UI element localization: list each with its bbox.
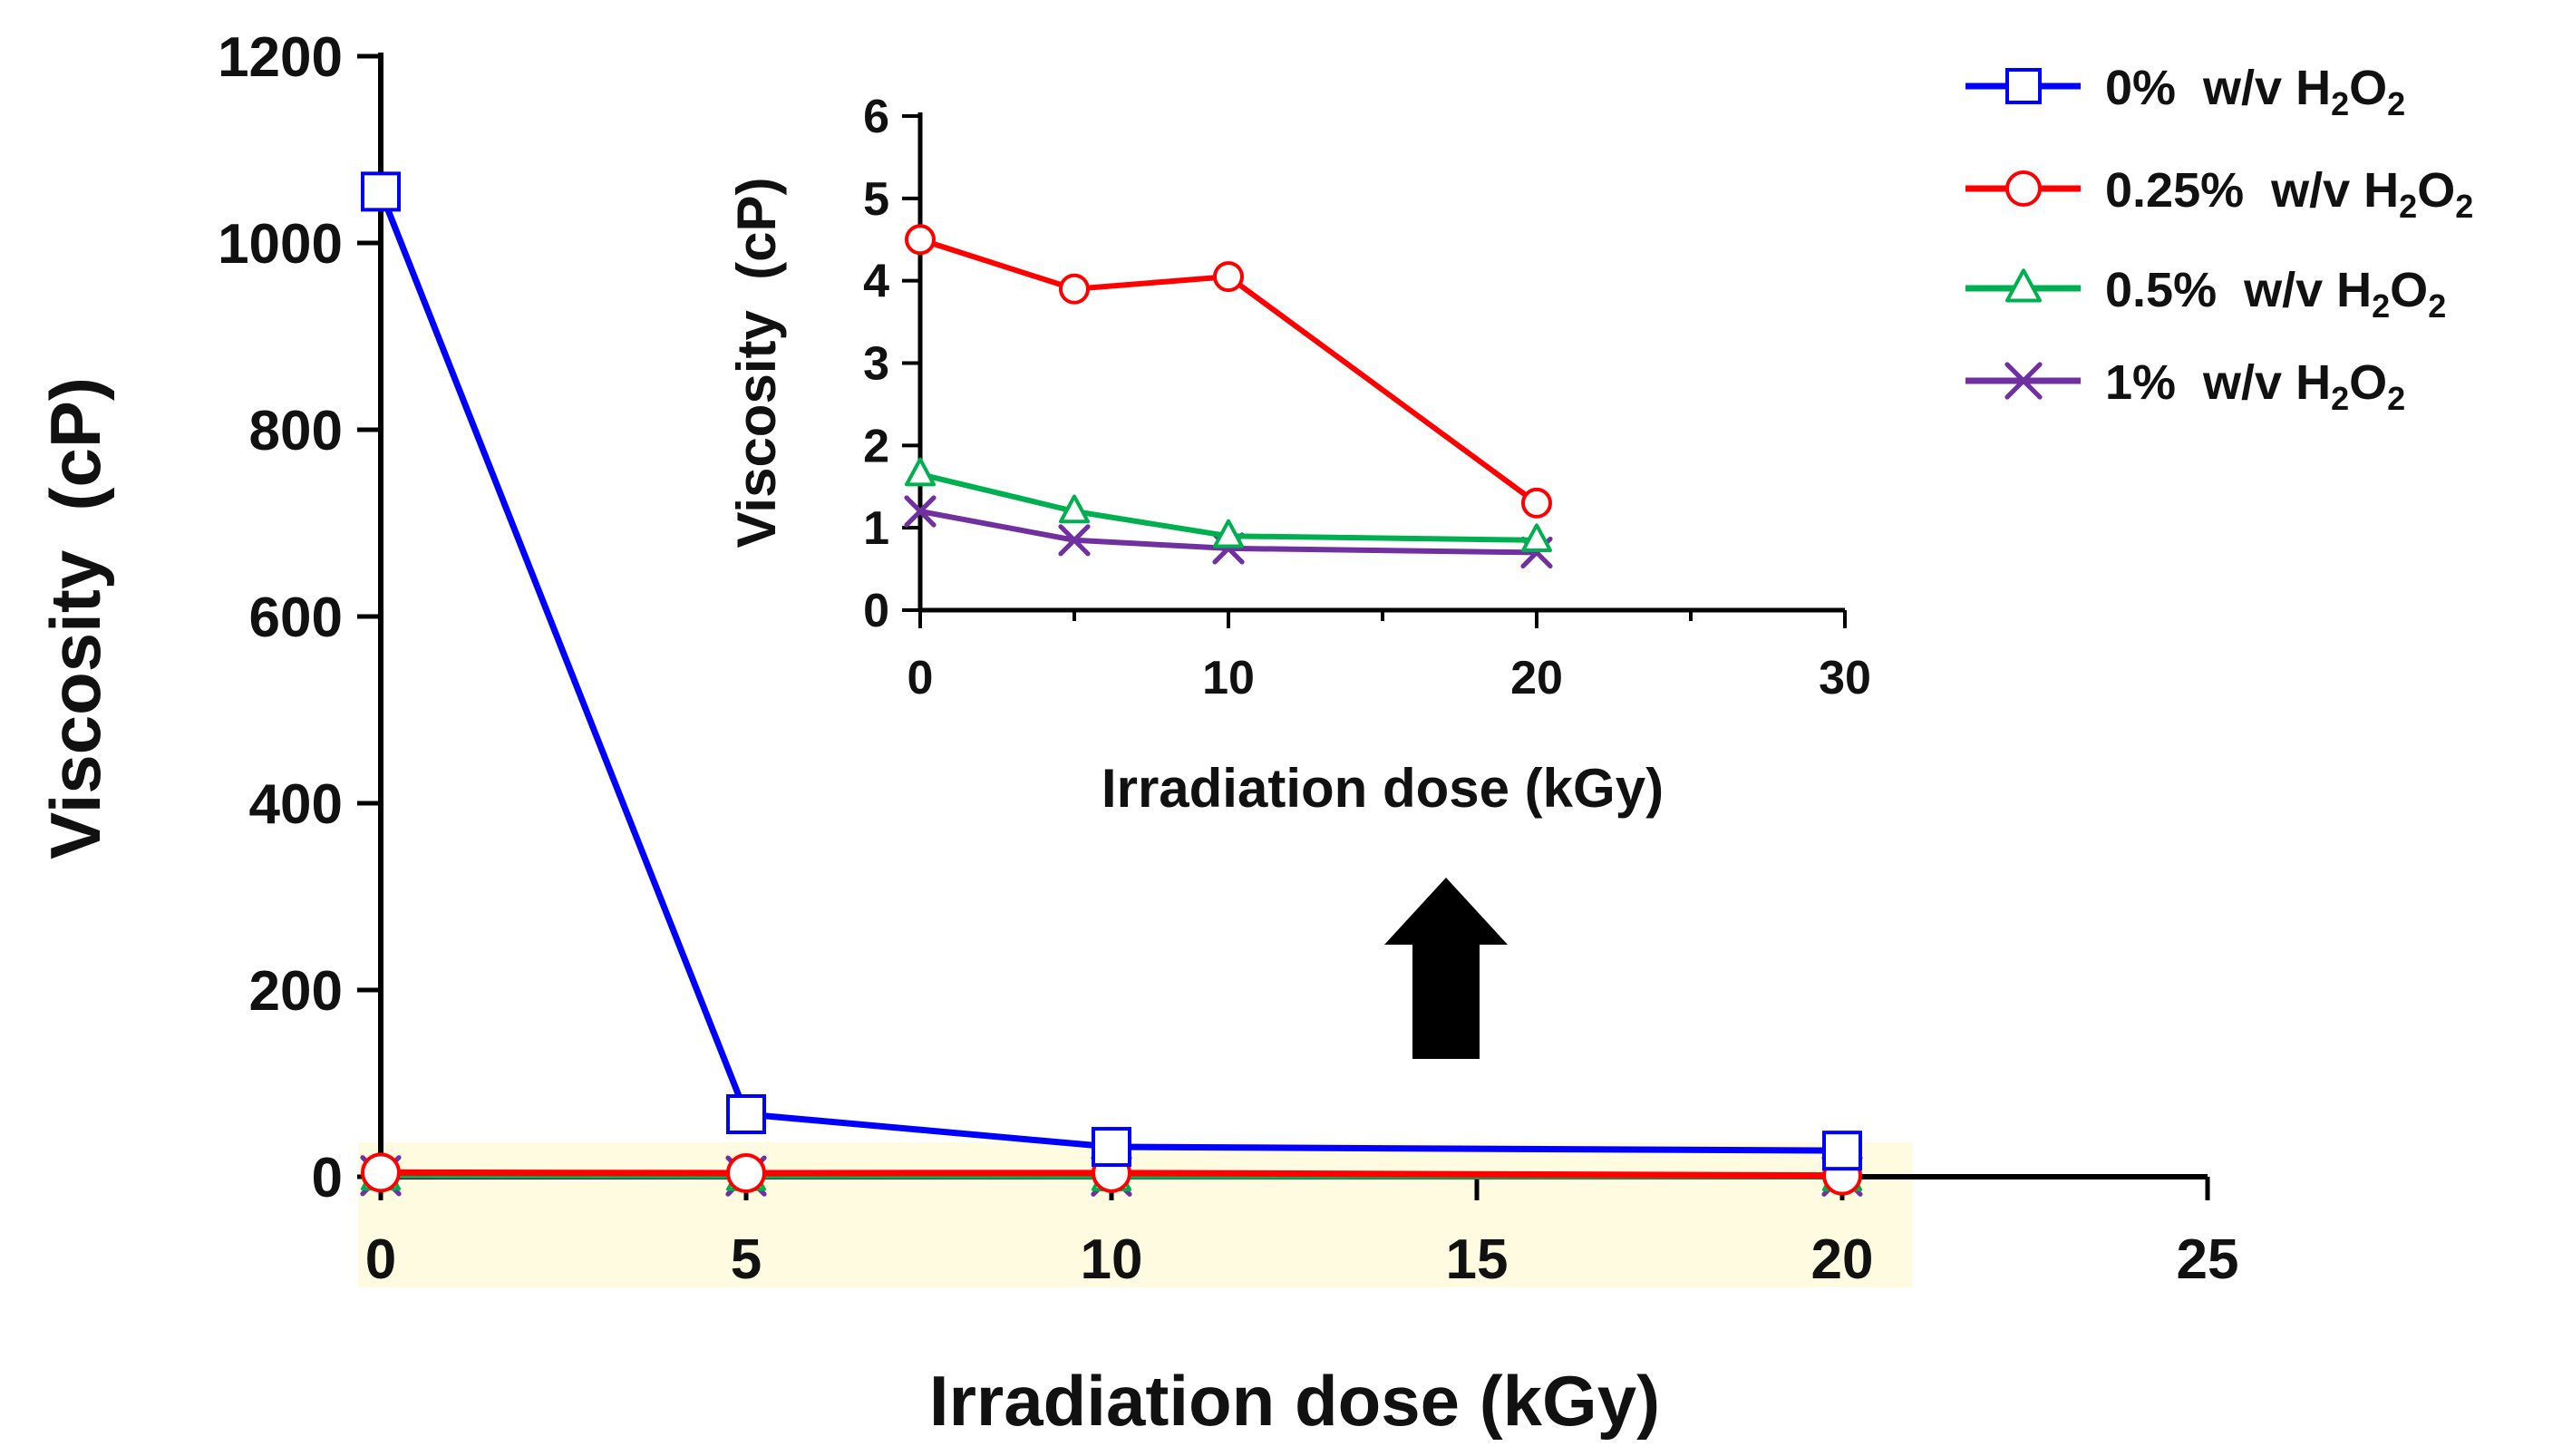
data-point-10 bbox=[1092, 1127, 1131, 1168]
inset-series-line bbox=[919, 471, 1538, 543]
inset-y-tick-label-5: 5 bbox=[863, 173, 889, 226]
x-tick-label-10: 10 bbox=[1081, 1228, 1143, 1291]
y-tick-label-400: 400 bbox=[249, 773, 343, 836]
inset-data-point-5 bbox=[1058, 524, 1091, 557]
inset-y-axis-title: Viscosity (cP) bbox=[726, 177, 787, 548]
legend-entry-3: 1% w/v H2O2 bbox=[1965, 355, 2405, 417]
inset-series-0-5-w-v-h2o2 bbox=[905, 457, 1552, 553]
legend-marker bbox=[2005, 170, 2042, 207]
inset-data-point-0 bbox=[905, 224, 936, 256]
legend-label: 0% w/v H2O2 bbox=[2105, 61, 2405, 122]
legend-subscript: 2 bbox=[2331, 380, 2349, 417]
x-tick-label-15: 15 bbox=[1446, 1228, 1509, 1291]
inset-data-point-5-stroke-b bbox=[1058, 524, 1091, 557]
inset-x-axis-title: Irradiation dose (kGy) bbox=[1102, 758, 1664, 819]
inset-data-point-20 bbox=[1521, 523, 1552, 553]
series-line bbox=[377, 190, 1843, 1154]
data-point-5 bbox=[726, 1093, 766, 1134]
legend-marker bbox=[2005, 68, 2042, 104]
y-tick-label-0: 0 bbox=[312, 1147, 343, 1209]
inset-series-line bbox=[919, 509, 1538, 556]
legend-subscript: 2 bbox=[2399, 188, 2417, 225]
legend-text-part: 0.25% w/v H bbox=[2105, 163, 2399, 218]
legend-label: 0.25% w/v H2O2 bbox=[2105, 163, 2473, 225]
inset-y-tick-label-0: 0 bbox=[863, 585, 889, 637]
x-tick-label-20: 20 bbox=[1811, 1228, 1874, 1291]
legend-label: 0.5% w/v H2O2 bbox=[2105, 263, 2446, 325]
legend-text-part: O bbox=[2349, 61, 2387, 115]
inset-x-tick-label-30: 30 bbox=[1819, 652, 1871, 704]
inset-data-point-0-stroke-b bbox=[904, 495, 937, 528]
legend-text-part: O bbox=[2390, 263, 2428, 317]
inset-data-point-0 bbox=[905, 457, 936, 487]
inset-data-point-5 bbox=[1059, 494, 1090, 524]
legend-text-part: 1% w/v H bbox=[2105, 355, 2331, 410]
legend-subscript: 2 bbox=[2387, 85, 2405, 122]
inset-data-point-20 bbox=[1521, 487, 1552, 519]
legend-entry-0: 0% w/v H2O2 bbox=[1965, 61, 2405, 122]
legend-subscript: 2 bbox=[2372, 287, 2390, 325]
inset-data-point-10 bbox=[1213, 261, 1244, 293]
legend-subscript: 2 bbox=[2455, 188, 2473, 225]
data-point-5 bbox=[726, 1152, 766, 1193]
legend-subscript: 2 bbox=[2331, 85, 2349, 122]
inset-series-line bbox=[919, 237, 1538, 506]
legend-marker-stroke-b bbox=[2004, 362, 2043, 400]
y-tick-label-1200: 1200 bbox=[218, 26, 343, 89]
highlight-band bbox=[358, 1142, 1913, 1287]
annotation-layer bbox=[1384, 878, 1508, 1059]
legend-label: 1% w/v H2O2 bbox=[2105, 355, 2405, 417]
legend-subscript: 2 bbox=[2428, 287, 2446, 325]
y-tick-label-800: 800 bbox=[249, 400, 343, 462]
inset-series-0-25-w-v-h2o2 bbox=[905, 224, 1552, 519]
inset-y-tick-label-3: 3 bbox=[863, 338, 889, 391]
inset-y-tick-label-2: 2 bbox=[863, 420, 889, 472]
inset-x-tick-label-0: 0 bbox=[907, 652, 934, 704]
data-point-20 bbox=[1822, 1131, 1862, 1171]
inset-x-tick-label-10: 10 bbox=[1202, 652, 1255, 704]
legend-marker bbox=[2005, 268, 2042, 303]
inset-y-tick-label-6: 6 bbox=[863, 91, 889, 143]
legend-text-part: O bbox=[2349, 355, 2387, 410]
inset-y-tick-label-4: 4 bbox=[863, 256, 889, 308]
inset-data-point-10 bbox=[1213, 519, 1244, 548]
series-line bbox=[380, 1169, 1843, 1179]
legend-entry-2: 0.5% w/v H2O2 bbox=[1965, 263, 2446, 325]
legend-text-part: 0% w/v H bbox=[2105, 61, 2331, 115]
y-tick-label-1000: 1000 bbox=[218, 213, 343, 276]
y-tick-label-200: 200 bbox=[249, 960, 343, 1023]
y-axis-title: Viscosity (cP) bbox=[35, 377, 115, 859]
inset-data-point-5 bbox=[1059, 273, 1090, 305]
x-tick-label-25: 25 bbox=[2177, 1228, 2239, 1291]
legend-subscript: 2 bbox=[2387, 380, 2405, 417]
legend-text-part: 0.5% w/v H bbox=[2105, 263, 2372, 317]
up-arrow bbox=[1384, 878, 1508, 1059]
inset-plot: 0 1 2 3 4 5 6 0 10 20 30 Irradiation dose (kGy) Visc… bbox=[726, 91, 1871, 819]
inset-x-tick-label-20: 20 bbox=[1510, 652, 1563, 704]
x-tick-label-0: 0 bbox=[365, 1228, 396, 1291]
legend-marker bbox=[2004, 362, 2043, 400]
series-0-w-v-h2o2 bbox=[361, 171, 1862, 1171]
data-point-0 bbox=[361, 171, 401, 212]
legend-text-part: O bbox=[2417, 163, 2455, 218]
legend-entry-1: 0.25% w/v H2O2 bbox=[1965, 163, 2473, 225]
inset-y-tick-label-1: 1 bbox=[863, 502, 889, 555]
inset-data-point-0 bbox=[904, 495, 937, 528]
x-axis-title: Irradiation dose (kGy) bbox=[929, 1361, 1660, 1441]
data-point-0 bbox=[361, 1152, 401, 1193]
x-tick-label-5: 5 bbox=[731, 1228, 762, 1291]
y-tick-label-600: 600 bbox=[249, 587, 343, 649]
